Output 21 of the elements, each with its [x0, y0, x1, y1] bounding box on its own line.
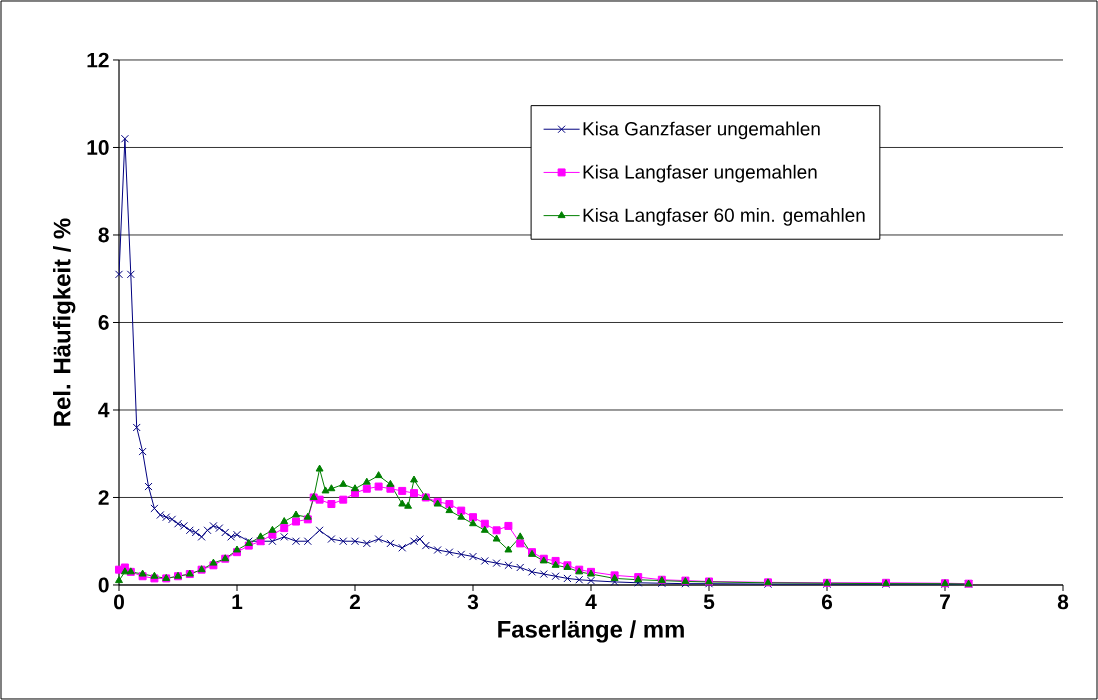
x-tick-label: 2 [349, 594, 360, 610]
x-tick-label: 1 [232, 594, 243, 609]
y-tick-label: 10 [87, 140, 109, 155]
legend-label: Kisa Langfaser ungemahlen [583, 164, 817, 183]
legend-label: Kisa Langfaser 60 min. gemahlen [583, 208, 865, 226]
x-tick-label: 0 [114, 594, 124, 610]
x-tick-label: 6 [821, 594, 833, 610]
y-tick-label: 4 [98, 402, 110, 418]
y-tick-label: 6 [98, 315, 109, 330]
y-tick-label: 0 [98, 577, 109, 593]
legend-label: Kisa Ganzfaser ungemahlen [583, 121, 820, 140]
x-tick-label: 7 [940, 594, 950, 609]
x-tick-label: 5 [703, 594, 715, 610]
y-tick-label: 8 [98, 227, 109, 243]
x-tick-label: 8 [1057, 594, 1069, 610]
x-tick-label: 4 [585, 594, 597, 609]
x-tick-label: 3 [467, 594, 479, 610]
y-axis-title: Rel. Häufigkeit / % [52, 218, 76, 426]
y-tick-label: 12 [87, 52, 109, 68]
y-tick-label: 2 [98, 490, 109, 505]
x-axis-title: Faserlänge / mm [498, 620, 684, 643]
